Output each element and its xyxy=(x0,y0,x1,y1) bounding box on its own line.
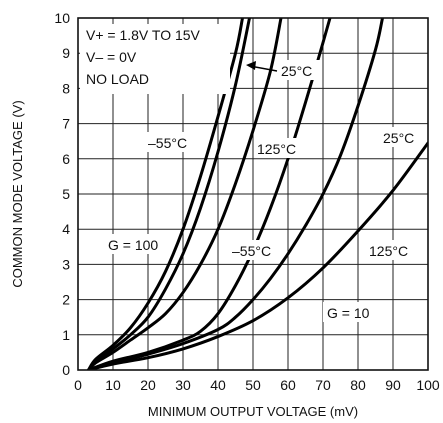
y-axis-title: COMMON MODE VOLTAGE (V) xyxy=(10,100,25,287)
tick-labels: 0 10 20 30 40 50 60 70 80 90 100 0 1 2 3 4 5 6 7 8 9 10 xyxy=(54,10,439,393)
y-tick-label: 6 xyxy=(62,151,70,167)
condition-vplus: V+ = 1.8V TO 15V xyxy=(86,27,201,43)
group-label-g10: G = 10 xyxy=(327,305,370,321)
y-tick-label: 3 xyxy=(62,256,70,272)
x-tick-label: 20 xyxy=(140,377,156,393)
y-tick-label: 2 xyxy=(62,292,70,308)
x-axis-title: MINIMUM OUTPUT VOLTAGE (mV) xyxy=(148,404,358,419)
condition-vminus: V– = 0V xyxy=(86,49,137,65)
condition-load: NO LOAD xyxy=(86,71,149,87)
x-tick-label: 30 xyxy=(175,377,191,393)
group-label-g100: G = 100 xyxy=(108,237,158,253)
arrow-head-icon xyxy=(246,61,256,70)
x-tick-label: 90 xyxy=(385,377,401,393)
x-tick-label: 40 xyxy=(210,377,226,393)
y-tick-label: 9 xyxy=(62,45,70,61)
x-tick-label: 10 xyxy=(105,377,121,393)
series-label-g100-minus55: –55°C xyxy=(148,135,187,151)
series-label-g100-25: 25°C xyxy=(281,63,312,79)
series-label-g100-125: 125°C xyxy=(257,141,296,157)
x-tick-label: 80 xyxy=(350,377,366,393)
series-label-g10-125: 125°C xyxy=(369,243,408,259)
y-tick-label: 0 xyxy=(62,362,70,378)
series-label-g10-25: 25°C xyxy=(383,130,414,146)
x-tick-label: 100 xyxy=(416,377,440,393)
y-tick-label: 8 xyxy=(62,80,70,96)
x-tick-label: 0 xyxy=(74,377,82,393)
series-line-g10-125c xyxy=(87,141,428,370)
y-tick-label: 4 xyxy=(62,221,70,237)
x-tick-label: 50 xyxy=(245,377,261,393)
series-label-g10-minus55: –55°C xyxy=(232,243,271,259)
conditions-box: V+ = 1.8V TO 15V V– = 0V NO LOAD xyxy=(80,24,230,94)
series-line-g10-25c xyxy=(87,18,384,370)
y-tick-label: 10 xyxy=(54,10,70,26)
plot-frame xyxy=(77,17,429,371)
y-tick-label: 5 xyxy=(62,186,70,202)
x-tick-label: 70 xyxy=(315,377,331,393)
y-tick-label: 1 xyxy=(62,327,70,343)
y-tick-label: 7 xyxy=(62,116,70,132)
series-line-g10-minus55c xyxy=(87,18,332,370)
series-line-g100-125c xyxy=(87,18,283,370)
x-tick-label: 60 xyxy=(280,377,296,393)
series-line-g100-25c xyxy=(87,18,251,370)
